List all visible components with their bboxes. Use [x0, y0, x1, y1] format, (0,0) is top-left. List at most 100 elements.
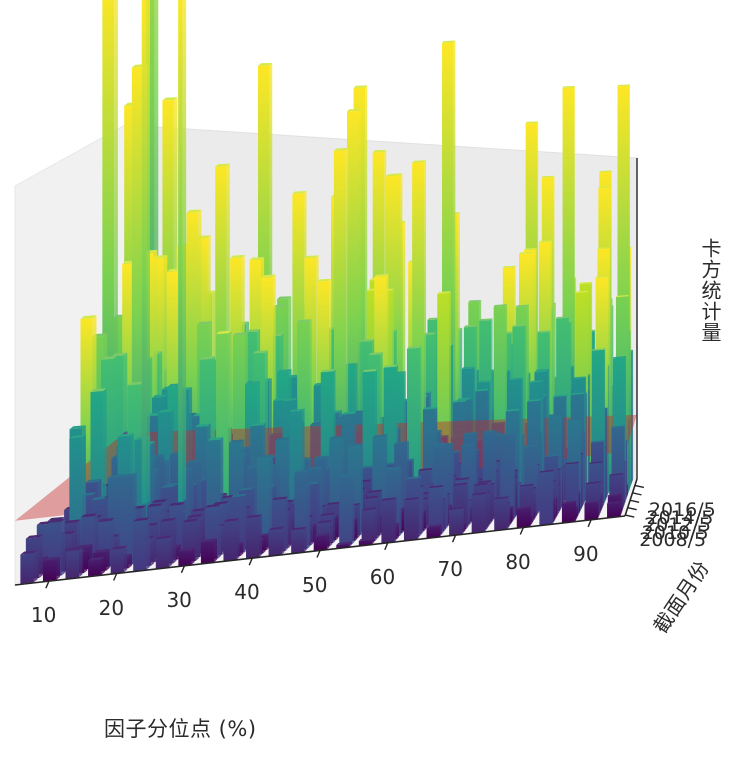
- bar-top-face: [250, 422, 266, 427]
- bar-top-face: [307, 466, 323, 470]
- bar-front-face: [361, 509, 376, 543]
- bar-2009/5-q20-1: [120, 473, 137, 566]
- bar-front-face: [246, 516, 260, 559]
- bar-top-face: [509, 377, 523, 380]
- bar-side-face: [422, 485, 424, 534]
- bar-side-face: [333, 512, 336, 544]
- bar-top-face: [575, 290, 589, 293]
- bar-2008/5-q50-1: [313, 533, 330, 551]
- bar-top-face: [80, 315, 97, 320]
- bar-side-face: [417, 496, 420, 540]
- bar-top-face: [353, 85, 368, 88]
- bar-front-face: [358, 539, 373, 546]
- bar-top-face: [368, 352, 383, 356]
- bar-top-face: [155, 535, 173, 540]
- bar-side-face: [446, 442, 448, 529]
- bar-top-face: [91, 496, 108, 501]
- bar-side-face: [182, 0, 187, 502]
- bar-side-face: [556, 496, 558, 518]
- bar-top-face: [609, 473, 623, 476]
- bar-side-face: [538, 463, 540, 513]
- bar-top-face: [442, 40, 456, 44]
- bar-side-face: [304, 526, 307, 552]
- bar-2008/5-q80-0: [494, 496, 509, 531]
- bar-top-face: [372, 149, 387, 153]
- bar-side-face: [611, 170, 612, 488]
- bar-top-face: [367, 489, 383, 493]
- bar-side-face: [577, 505, 579, 518]
- bar3d-collection: [15, 0, 637, 584]
- bar-top-face: [320, 369, 336, 373]
- bar-top-face: [146, 503, 164, 508]
- bar-2008/5-q30-1: [178, 547, 195, 567]
- y-tick-mark: [627, 506, 637, 511]
- bar-top-face: [341, 411, 357, 415]
- bar-top-face: [228, 439, 245, 443]
- bar-side-face: [509, 501, 511, 527]
- bar-top-face: [25, 534, 43, 539]
- bar-top-face: [282, 397, 298, 402]
- bar-top-face: [372, 434, 388, 438]
- bar-side-face: [559, 468, 561, 511]
- bar-front-face: [313, 535, 328, 551]
- bar-front-face: [155, 537, 170, 569]
- bar-top-face: [133, 517, 150, 522]
- bar-top-face: [196, 321, 213, 325]
- bar-side-face: [146, 0, 150, 504]
- bar-top-face: [268, 526, 285, 531]
- bar-top-face: [477, 480, 492, 484]
- x-tick-label: 20: [98, 595, 125, 620]
- y-tick-mark: [632, 492, 642, 496]
- bar-side-face: [490, 480, 492, 525]
- bar-side-face: [598, 481, 600, 517]
- bar-top-face: [537, 330, 551, 333]
- bar-side-face: [557, 454, 559, 516]
- bar-top-face: [216, 330, 232, 335]
- bar-top-face: [107, 474, 125, 479]
- bar-top-face: [347, 108, 361, 112]
- bar-front-face: [539, 471, 553, 526]
- bar-front-face: [584, 502, 599, 521]
- bar-side-face: [101, 556, 105, 575]
- bar-side-face: [588, 387, 590, 495]
- bar-top-face: [93, 548, 110, 553]
- bar-top-face: [524, 444, 539, 448]
- bar-top-face: [598, 186, 611, 189]
- bar-2008/5-q90-1: [584, 500, 599, 521]
- bar-top-face: [599, 170, 612, 173]
- bar-side-face: [603, 440, 605, 506]
- bar-side-face: [106, 548, 110, 571]
- bar-side-face: [263, 537, 266, 554]
- x-tick-label: 90: [573, 541, 599, 566]
- bar-side-face: [515, 476, 517, 518]
- bar-top-face: [463, 432, 478, 435]
- bar-top-face: [319, 512, 336, 517]
- bar-top-face: [584, 500, 599, 504]
- x-tick-label: 30: [166, 587, 192, 612]
- x-tick-marks: [45, 519, 592, 589]
- x-tick-label: 70: [437, 557, 463, 582]
- bar-front-face: [339, 475, 353, 546]
- bar-side-face: [507, 496, 509, 529]
- bar-top-face: [314, 455, 330, 459]
- bar-side-face: [307, 469, 311, 549]
- y-tick-mark: [625, 514, 635, 518]
- bar-top-face: [453, 482, 468, 486]
- bar-side-face: [521, 377, 523, 508]
- bar-side-face: [534, 510, 536, 520]
- bar-front-face: [607, 502, 621, 518]
- bar-top-face: [452, 399, 467, 403]
- bar-top-face: [572, 376, 587, 379]
- bar-top-face: [42, 556, 61, 561]
- bar-side-face: [579, 491, 581, 514]
- bar-2008/5-q70-2: [471, 492, 487, 533]
- bar-side-face: [470, 498, 472, 524]
- bar-top-face: [207, 437, 224, 441]
- bar-top-face: [548, 413, 562, 417]
- bar-front-face: [403, 498, 418, 541]
- bar-top-face: [258, 62, 273, 66]
- bar-top-face: [585, 481, 600, 485]
- bar-top-face: [162, 97, 178, 101]
- bar-front-face: [449, 508, 463, 536]
